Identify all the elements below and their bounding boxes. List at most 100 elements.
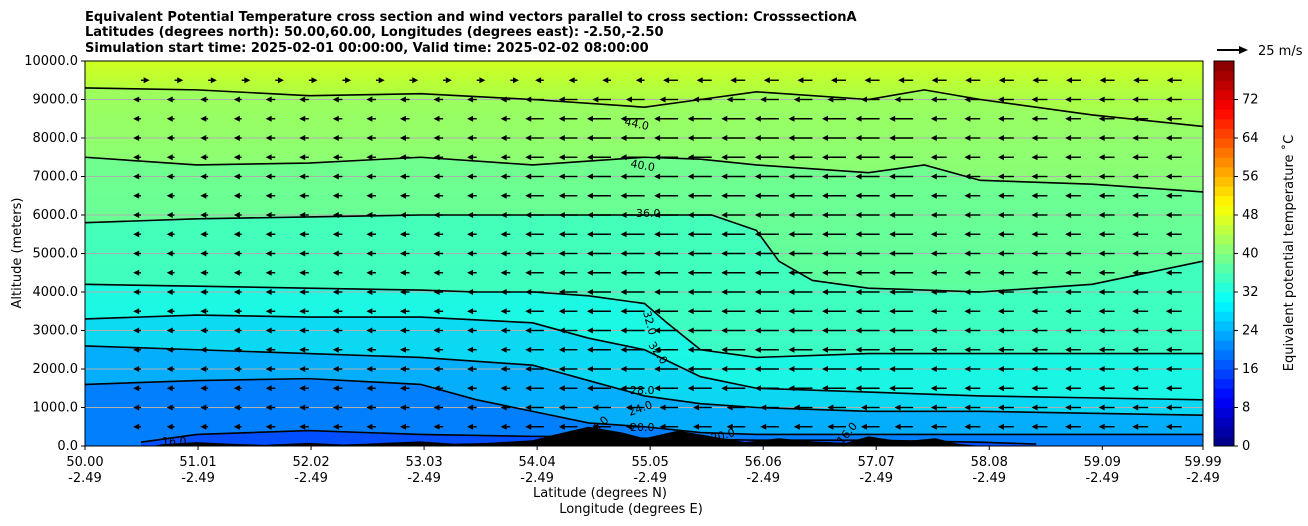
- wind-arrow: [525, 173, 544, 180]
- colorbar-tick-label: 0: [1242, 439, 1250, 454]
- wind-arrow: [558, 212, 578, 218]
- wind-arrow: [964, 96, 981, 103]
- wind-arrow-head: [166, 212, 173, 218]
- wind-arrow-head: [332, 192, 339, 199]
- wind-arrow: [433, 289, 444, 295]
- wind-arrow: [166, 154, 175, 161]
- wind-arrow-head: [399, 289, 406, 295]
- wind-arrow-head: [1065, 115, 1072, 122]
- wind-arrow: [233, 154, 242, 161]
- wind-arrow-head: [200, 192, 207, 199]
- wind-arrow: [558, 289, 578, 295]
- wind-arrow-head: [500, 212, 507, 218]
- wind-arrow-head: [1065, 289, 1072, 295]
- wind-arrow-head: [654, 173, 661, 180]
- wind-arrow: [366, 366, 376, 372]
- wind-arrow: [299, 96, 309, 103]
- wind-arrow-head: [500, 173, 507, 180]
- wind-arrow: [558, 192, 578, 199]
- wind-arrow-head: [625, 404, 632, 411]
- wind-arrow-head: [299, 192, 306, 199]
- wind-arrow: [332, 404, 343, 411]
- wind-arrow: [500, 404, 511, 411]
- wind-arrow: [620, 346, 645, 353]
- wind-arrow-head: [822, 212, 829, 218]
- wind-arrow: [822, 173, 847, 180]
- wind-arrow: [620, 154, 645, 161]
- terrain-profile: [85, 426, 1203, 446]
- wind-arrow-head: [754, 212, 761, 218]
- wind-arrow: [299, 346, 309, 353]
- wind-arrow-head: [889, 135, 896, 141]
- wind-arrow: [399, 173, 410, 180]
- wind-arrow: [265, 231, 276, 238]
- wind-arrow-head: [721, 366, 728, 372]
- wind-arrow: [1132, 115, 1149, 122]
- wind-arrow-head: [1065, 308, 1072, 315]
- wind-arrow: [659, 404, 679, 411]
- wind-arrow: [200, 231, 209, 238]
- wind-arrow: [793, 423, 813, 430]
- wind-arrow: [754, 366, 779, 372]
- wind-arrow-head: [1132, 212, 1139, 218]
- wind-arrow: [822, 192, 847, 199]
- wind-arrow: [299, 231, 309, 238]
- wind-arrow-head: [166, 404, 173, 411]
- wind-arrow-head: [233, 308, 240, 315]
- wind-arrow: [889, 385, 914, 392]
- x-tick-label-lon: -2.49: [1085, 471, 1119, 486]
- wind-arrow-head: [754, 308, 761, 315]
- wind-arrow-head: [525, 308, 532, 315]
- wind-arrow-head: [143, 77, 150, 84]
- wind-arrow-head: [1132, 115, 1139, 122]
- quiver-key: 25 m/s: [1217, 44, 1303, 59]
- colorbar-tick-label: 56: [1242, 170, 1259, 185]
- wind-arrow-head: [233, 423, 240, 430]
- wind-arrow: [586, 289, 611, 295]
- wind-arrow-head: [366, 173, 373, 180]
- wind-arrow: [930, 366, 947, 372]
- wind-arrow: [760, 423, 779, 430]
- wind-arrow: [265, 423, 276, 430]
- wind-arrow: [433, 385, 444, 392]
- wind-arrow-head: [1165, 192, 1172, 199]
- wind-arrow: [200, 212, 209, 218]
- wind-arrow-head: [822, 385, 829, 392]
- wind-arrow-head: [964, 231, 971, 238]
- wind-arrow-head: [659, 96, 666, 103]
- wind-arrow: [1065, 96, 1082, 103]
- wind-arrow: [467, 366, 477, 372]
- wind-arrow: [399, 404, 410, 411]
- wind-arrow-head: [964, 327, 971, 334]
- wind-arrow-head: [788, 366, 795, 372]
- wind-arrow-head: [654, 135, 661, 141]
- wind-arrow-head: [693, 423, 700, 430]
- wind-arrow-head: [1098, 154, 1105, 161]
- wind-arrow-head: [265, 212, 272, 218]
- wind-arrow: [1065, 250, 1082, 257]
- wind-arrow: [467, 385, 477, 392]
- wind-arrow-head: [467, 231, 474, 238]
- colorbar-band: [1214, 397, 1234, 408]
- wind-arrow: [1098, 404, 1115, 411]
- wind-arrow: [133, 404, 141, 411]
- wind-arrow-head: [366, 366, 373, 372]
- wind-arrow-head: [793, 404, 800, 411]
- wind-arrow: [889, 346, 914, 353]
- wind-arrow-head: [620, 366, 627, 372]
- wind-arrow-head: [620, 135, 627, 141]
- wind-arrow: [793, 404, 813, 411]
- wind-arrow: [997, 192, 1014, 199]
- wind-arrow-head: [366, 423, 373, 430]
- wind-arrow-head: [997, 308, 1004, 315]
- wind-arrow: [166, 385, 175, 392]
- wind-arrow-head: [930, 192, 937, 199]
- wind-arrow: [997, 423, 1014, 430]
- wind-arrow-head: [889, 308, 896, 315]
- wind-arrow-head: [1165, 173, 1172, 180]
- wind-arrow-head: [399, 135, 406, 141]
- wind-arrow-head: [1031, 96, 1038, 103]
- x-tick-label-lat: 52.02: [292, 455, 329, 470]
- wind-arrow-head: [200, 231, 207, 238]
- wind-arrow: [620, 135, 645, 141]
